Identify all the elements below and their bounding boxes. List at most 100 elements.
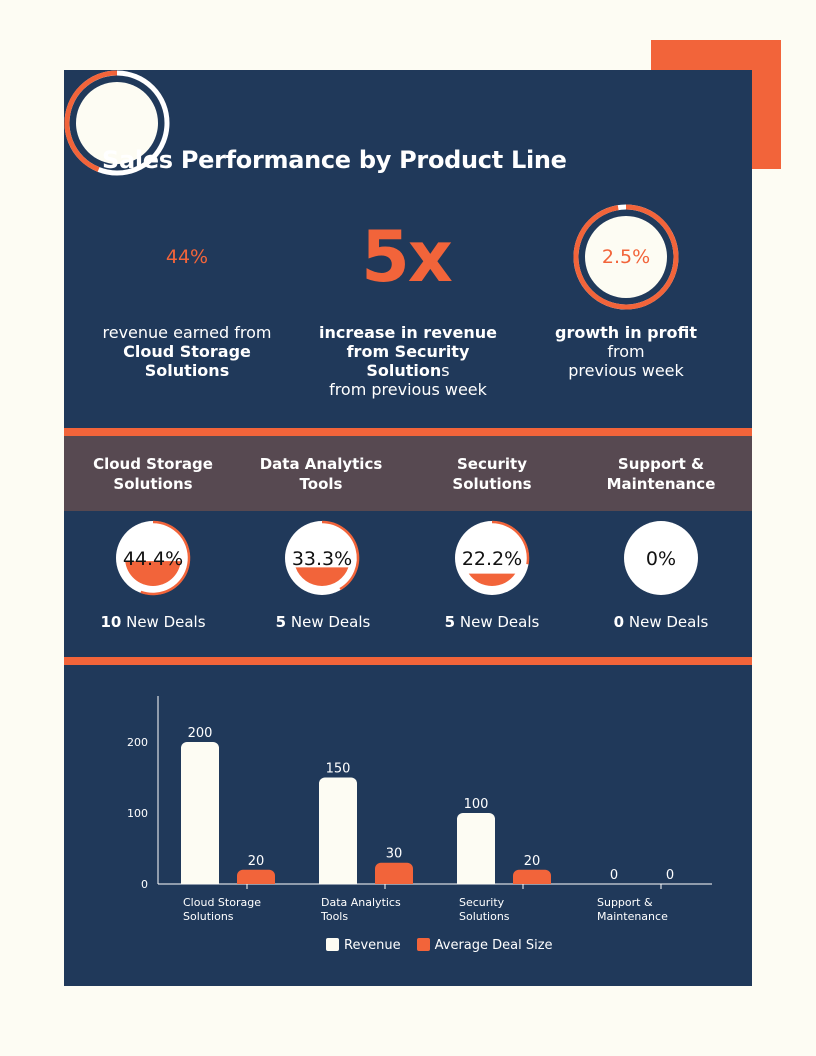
bar-base-revenue-2 bbox=[319, 878, 357, 884]
bar-revenue-1 bbox=[181, 742, 219, 884]
product-header-4: Support & Maintenance bbox=[576, 454, 746, 494]
share-value-1: 44.4% bbox=[123, 548, 183, 570]
stat-caption-2-line2-bold: from Security Solution bbox=[346, 342, 470, 380]
bar-base-deal-size-3 bbox=[513, 878, 551, 884]
stat-ring-3-inner bbox=[585, 216, 667, 298]
stat-caption-3-line1: growth in profit from bbox=[540, 323, 712, 361]
share-circle-2: 33.3% bbox=[285, 520, 360, 595]
stat-caption-2-line2-plain: s bbox=[441, 361, 450, 380]
stat-caption-1-line3: Solutions bbox=[144, 361, 230, 380]
stat-caption-3-line1-plain: from bbox=[607, 342, 645, 361]
stat-caption-1-line1: revenue earned from bbox=[102, 323, 272, 342]
share-circle-1: 44.4% bbox=[116, 520, 191, 596]
data-label-deal-size-3: 20 bbox=[524, 854, 541, 869]
product-header-band: Cloud Storage Solutions Data Analytics T… bbox=[64, 436, 752, 511]
product-header-4-line1: Support & bbox=[617, 455, 705, 473]
stat-caption-2-line2: from Security Solutions bbox=[308, 342, 508, 380]
share-circle-fill-1 bbox=[125, 561, 181, 586]
product-header-3-line2: Solutions bbox=[452, 475, 532, 493]
x-tick-label-1: Cloud Storage bbox=[183, 896, 261, 909]
product-header-2-line1: Data Analytics bbox=[259, 455, 383, 473]
chart-legend: Revenue Average Deal Size bbox=[326, 938, 553, 953]
stat-ring-1-inner bbox=[76, 82, 158, 164]
bar-base-deal-size-2 bbox=[375, 878, 413, 884]
deals-label-1: 10 New Deals bbox=[68, 613, 238, 631]
stat-caption-2-line1: increase in revenue bbox=[319, 323, 497, 342]
deals-text-4: New Deals bbox=[624, 613, 709, 631]
y-tick-label: 100 bbox=[127, 807, 148, 820]
data-label-deal-size-2: 30 bbox=[386, 847, 403, 862]
deals-count-1: 10 bbox=[100, 613, 122, 631]
legend-swatch-deal-size bbox=[416, 938, 430, 951]
share-circle-arc-2 bbox=[321, 520, 360, 591]
bar-base-revenue-3 bbox=[457, 878, 495, 884]
share-circle-arc-3 bbox=[491, 520, 530, 565]
share-value-3: 22.2% bbox=[462, 548, 522, 570]
y-tick-label: 200 bbox=[127, 736, 148, 749]
share-circle-arc-1 bbox=[140, 520, 191, 596]
share-circle-fill-2 bbox=[295, 567, 349, 586]
product-header-2: Data Analytics Tools bbox=[236, 454, 406, 494]
stat-ring-1-arc bbox=[64, 70, 118, 172]
product-header-3-line1: Security bbox=[456, 455, 528, 473]
stat-caption-3: growth in profit from previous week bbox=[540, 323, 712, 380]
product-header-1-line2: Solutions bbox=[113, 475, 193, 493]
divider-stripe-bottom bbox=[64, 657, 752, 665]
deals-text-3: New Deals bbox=[455, 613, 540, 631]
legend-label-revenue: Revenue bbox=[344, 938, 401, 953]
deals-count-3: 5 bbox=[444, 613, 456, 631]
share-circles: 44.4% 33.3% 22.2% 0% bbox=[116, 520, 698, 596]
bar-revenue-3 bbox=[457, 813, 495, 884]
share-circle-4: 0% bbox=[624, 521, 698, 595]
stat-value-1: 44% bbox=[165, 246, 209, 268]
data-label-revenue-2: 150 bbox=[326, 762, 351, 777]
x-tick-label-4: Support & bbox=[597, 896, 653, 909]
y-tick-label: 0 bbox=[141, 878, 148, 891]
bar-revenue-2 bbox=[319, 777, 357, 884]
data-label-deal-size-1: 20 bbox=[248, 854, 265, 869]
bar-base-deal-size-1 bbox=[237, 878, 275, 884]
stat-revenue-share: 44% revenue earned from Cloud Storage So… bbox=[64, 70, 752, 380]
legend-item-revenue: Revenue bbox=[326, 938, 401, 953]
legend-swatch-revenue bbox=[326, 938, 339, 951]
share-circle-fill-3 bbox=[468, 573, 516, 586]
bar-base-revenue-1 bbox=[181, 878, 219, 884]
product-header-1: Cloud Storage Solutions bbox=[68, 454, 238, 494]
legend-label-deal-size: Average Deal Size bbox=[434, 938, 553, 953]
data-label-deal-size-4: 0 bbox=[666, 868, 674, 883]
stat-caption-1: revenue earned from Cloud Storage Soluti… bbox=[94, 323, 280, 380]
data-label-revenue-4: 0 bbox=[610, 868, 618, 883]
data-label-revenue-3: 100 bbox=[464, 797, 489, 812]
x-tick-label-1: Solutions bbox=[183, 910, 234, 923]
stat-caption-2-line3: from previous week bbox=[329, 380, 487, 399]
deals-label-4: 0 New Deals bbox=[576, 613, 746, 631]
stat-ring-3-arc bbox=[573, 204, 679, 310]
stat-caption-1-line2: Cloud Storage bbox=[123, 342, 251, 361]
stat-ring-3 bbox=[573, 204, 679, 310]
product-header-2-line2: Tools bbox=[299, 475, 343, 493]
deals-text-2: New Deals bbox=[286, 613, 371, 631]
stat-caption-3-line1-bold: growth in profit bbox=[554, 323, 697, 342]
data-label-revenue-1: 200 bbox=[188, 726, 213, 741]
x-tick-label-3: Solutions bbox=[459, 910, 510, 923]
x-tick-label-4: Maintenance bbox=[597, 910, 668, 923]
deals-text-1: New Deals bbox=[121, 613, 206, 631]
stat-value-2: 5x bbox=[361, 216, 453, 298]
product-header-4-line2: Maintenance bbox=[606, 475, 716, 493]
stat-value-3: 2.5% bbox=[601, 246, 651, 268]
divider-stripe-top bbox=[64, 428, 752, 436]
x-tick-label-2: Tools bbox=[320, 910, 348, 923]
infographic-panel: Sales Performance by Product Line 44% re… bbox=[64, 70, 752, 986]
stat-caption-3-line2: previous week bbox=[568, 361, 684, 380]
legend-item-deal-size: Average Deal Size bbox=[416, 938, 553, 953]
x-tick-label-3: Security bbox=[459, 896, 505, 909]
page-title: Sales Performance by Product Line bbox=[102, 146, 567, 174]
deals-count-4: 0 bbox=[613, 613, 625, 631]
share-value-2: 33.3% bbox=[292, 548, 352, 570]
share-circle-3: 22.2% bbox=[455, 520, 530, 595]
stat-caption-2: increase in revenue from Security Soluti… bbox=[308, 323, 508, 399]
product-header-1-line1: Cloud Storage bbox=[93, 455, 213, 473]
share-value-4: 0% bbox=[646, 548, 676, 570]
x-tick-label-2: Data Analytics bbox=[321, 896, 401, 909]
